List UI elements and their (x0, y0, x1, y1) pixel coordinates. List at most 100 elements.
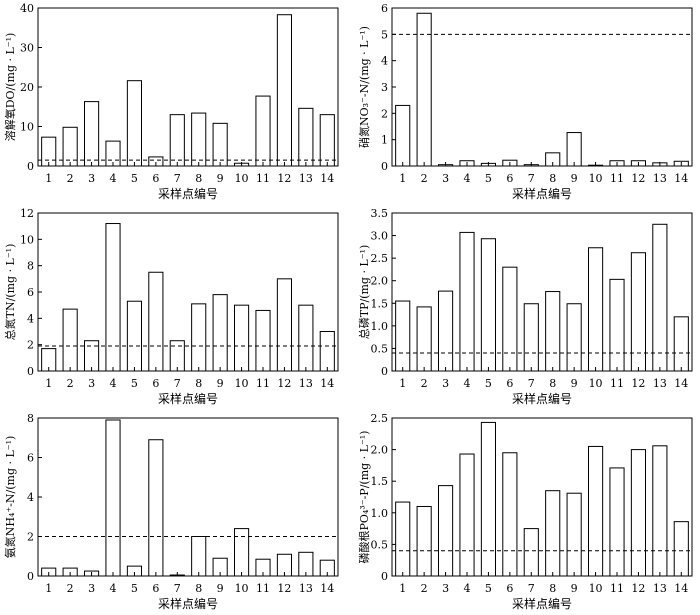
bar (545, 490, 561, 577)
x-tick-label: 1 (399, 377, 406, 390)
x-axis-label: 采样点编号 (158, 391, 218, 406)
bar (523, 303, 539, 372)
bar (234, 304, 250, 372)
bar (673, 521, 689, 577)
bar (438, 485, 454, 577)
bar (673, 316, 689, 372)
bar (255, 95, 271, 167)
x-tick-label: 11 (610, 172, 624, 185)
x-tick-label: 10 (235, 377, 249, 390)
y-axis-label: 溶解氧DO/(mg · L⁻¹) (3, 33, 17, 142)
x-tick-label: 14 (320, 377, 334, 390)
y-tick-label: 0 (381, 570, 388, 583)
y-tick-label: 30 (20, 42, 34, 55)
bar (84, 340, 100, 372)
x-tick-label: 12 (277, 377, 291, 390)
x-tick-label: 3 (442, 582, 449, 595)
bar (438, 290, 454, 372)
bar (191, 536, 207, 577)
x-tick-label: 10 (589, 377, 603, 390)
y-tick-label: 0 (27, 160, 34, 173)
bar (416, 12, 432, 167)
x-tick-label: 11 (256, 582, 270, 595)
x-tick-label: 2 (421, 582, 428, 595)
bar (652, 445, 668, 577)
y-tick-label: 0.5 (371, 342, 389, 355)
bar (234, 528, 250, 577)
y-tick-label: 1.0 (371, 320, 389, 333)
x-tick-label: 9 (571, 377, 578, 390)
x-tick-label: 1 (399, 582, 406, 595)
bar (276, 278, 292, 372)
x-tick-label: 11 (256, 377, 270, 390)
y-tick-label: 1.0 (371, 507, 389, 520)
x-tick-label: 11 (610, 377, 624, 390)
x-tick-label: 5 (131, 582, 138, 595)
bar (480, 421, 496, 577)
y-tick-label: 6 (27, 286, 34, 299)
x-tick-label: 10 (589, 582, 603, 595)
bar (588, 445, 604, 577)
x-tick-label: 1 (45, 172, 52, 185)
x-tick-label: 3 (88, 377, 95, 390)
bar (105, 223, 121, 372)
bar (609, 467, 625, 577)
y-tick-label: 5 (381, 28, 388, 41)
chart-panel-6: 00.51.01.52.02.51 2 3 4 5 6 7 8 9 10 11 12 13 14采样点编号… (357, 412, 693, 611)
x-tick-label: 12 (631, 582, 645, 595)
x-tick-label: 12 (277, 172, 291, 185)
y-tick-label: 6 (27, 452, 34, 465)
x-tick-label: 6 (506, 377, 513, 390)
bar (212, 294, 228, 372)
bar (630, 449, 646, 577)
x-tick-label: 4 (464, 377, 471, 390)
bar (609, 278, 625, 372)
y-tick-label: 1 (381, 134, 388, 147)
bar (480, 238, 496, 372)
bar (41, 136, 57, 167)
bar (276, 14, 292, 167)
x-tick-label: 6 (152, 582, 159, 595)
x-tick-label: 14 (674, 582, 688, 595)
x-tick-label: 3 (442, 172, 449, 185)
bar (169, 114, 185, 167)
y-axis-label: 总磷TP/(mg · L⁻¹) (357, 245, 371, 340)
y-tick-label: 1.5 (371, 297, 389, 310)
bar (395, 104, 411, 167)
bar (502, 452, 518, 577)
y-tick-label: 2.5 (371, 252, 389, 265)
plot-frame (37, 417, 339, 577)
x-tick-label: 1 (45, 582, 52, 595)
x-tick-label: 9 (217, 377, 224, 390)
x-axis-label: 采样点编号 (512, 596, 572, 611)
y-axis-label: 磷酸根PO₄³⁻-P/(mg · L⁻¹) (357, 431, 371, 564)
bar (169, 340, 185, 372)
x-tick-label: 4 (110, 582, 117, 595)
x-tick-label: 10 (589, 172, 603, 185)
chart-panel-4: 00.51.01.52.02.53.03.51 2 3 4 5 6 7 8 9 10 11 12 13 1… (357, 207, 693, 406)
x-tick-label: 4 (110, 377, 117, 390)
x-tick-label: 8 (549, 377, 556, 390)
x-tick-label: 5 (485, 172, 492, 185)
x-tick-label: 2 (421, 172, 428, 185)
x-tick-label: 4 (110, 172, 117, 185)
x-tick-label: 11 (610, 582, 624, 595)
x-tick-label: 14 (674, 172, 688, 185)
x-tick-label: 13 (299, 172, 313, 185)
bar (62, 308, 78, 372)
y-tick-label: 10 (20, 121, 34, 134)
y-tick-label: 4 (381, 55, 388, 68)
x-tick-label: 13 (299, 377, 313, 390)
x-tick-label: 3 (442, 377, 449, 390)
x-tick-label: 6 (506, 582, 513, 595)
bar (395, 501, 411, 577)
x-tick-label: 8 (195, 172, 202, 185)
x-tick-label: 9 (571, 582, 578, 595)
x-tick-label: 2 (67, 582, 74, 595)
bar (459, 231, 475, 372)
bar (191, 303, 207, 372)
x-tick-label: 2 (67, 377, 74, 390)
y-axis-label: 氨氮NH₄⁺-N/(mg · L⁻¹) (3, 436, 17, 559)
y-tick-label: 2.0 (371, 275, 389, 288)
x-tick-label: 8 (195, 377, 202, 390)
